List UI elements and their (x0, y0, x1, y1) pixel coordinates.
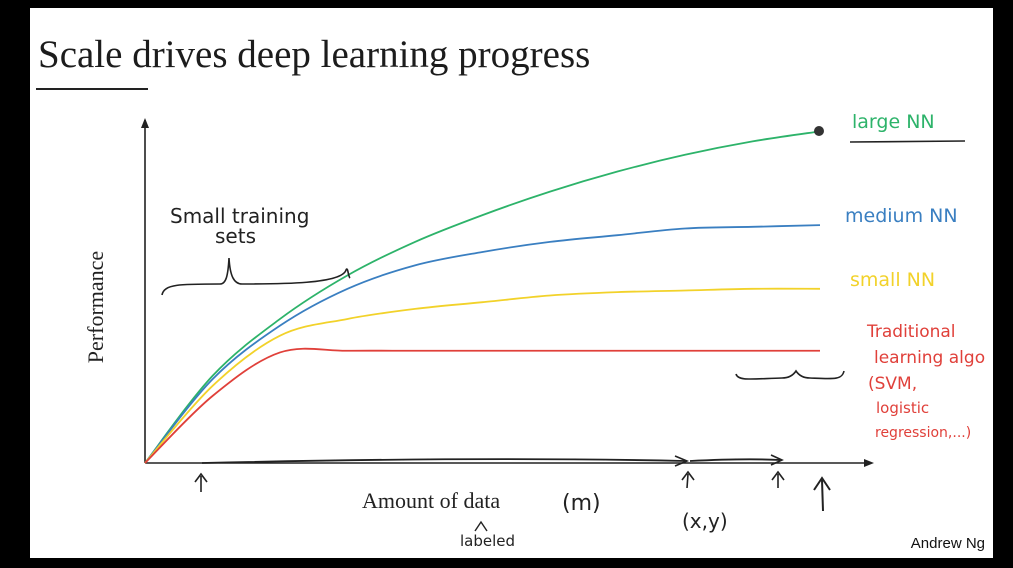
chart-axes (141, 118, 874, 467)
large-nn-dot (814, 126, 824, 136)
label-medium-nn: medium NN (845, 205, 958, 227)
series-layer (144, 130, 821, 464)
series-line-medium-nn (144, 224, 821, 464)
data-range-arrow-2 (689, 458, 781, 462)
title-rest: drives deep learning progress (122, 33, 591, 76)
small-training-line2: sets (215, 224, 256, 248)
x-axis-label: Amount of data (362, 488, 501, 513)
y-axis-arrowhead (141, 118, 149, 128)
label-m: (m) (562, 491, 601, 516)
small-training-brace (161, 257, 351, 296)
label-large-underline (849, 140, 966, 143)
label-traditional-5: regression,...) (875, 425, 971, 441)
label-traditional-3: (SVM, (868, 374, 917, 394)
small-training-line1: Small training (170, 204, 309, 228)
small-up-arrow-2 (681, 470, 695, 489)
slide: Scale drives deep learning progress Smal… (30, 8, 993, 558)
x-axis-arrowhead (864, 459, 874, 467)
label-small-nn: small NN (850, 269, 935, 291)
traditional-brace (735, 369, 845, 380)
series-line-large-nn (144, 130, 821, 464)
big-up-arrow (813, 476, 831, 512)
label-traditional-1: Traditional (866, 322, 956, 342)
title-underlined-word: Scale (38, 33, 123, 76)
title-underline (36, 88, 148, 90)
handwritten-notes: Small training sets large NN medium NN s… (161, 111, 985, 550)
performance-chart: Small training sets large NN medium NN s… (141, 111, 985, 550)
series-line-traditional-learning-algo (144, 347, 820, 464)
label-xy: (x,y) (682, 509, 728, 533)
label-traditional-4: logistic (876, 399, 929, 417)
small-up-arrow-3 (771, 470, 785, 488)
data-range-arrowhead-2 (770, 454, 784, 466)
label-large-nn: large NN (852, 111, 935, 133)
label-traditional-2: learning algo (874, 348, 985, 368)
y-axis-label: Performance (83, 250, 108, 364)
series-line-small-nn (144, 287, 821, 464)
data-range-arrowhead-1 (674, 455, 690, 467)
author-credit: Andrew Ng (910, 535, 985, 552)
caret-mark (474, 520, 488, 532)
data-range-arrow-1 (201, 458, 686, 464)
label-labeled: labeled (460, 532, 515, 550)
slide-title: Scale drives deep learning progress (38, 32, 590, 77)
small-up-arrow-1 (194, 472, 208, 492)
